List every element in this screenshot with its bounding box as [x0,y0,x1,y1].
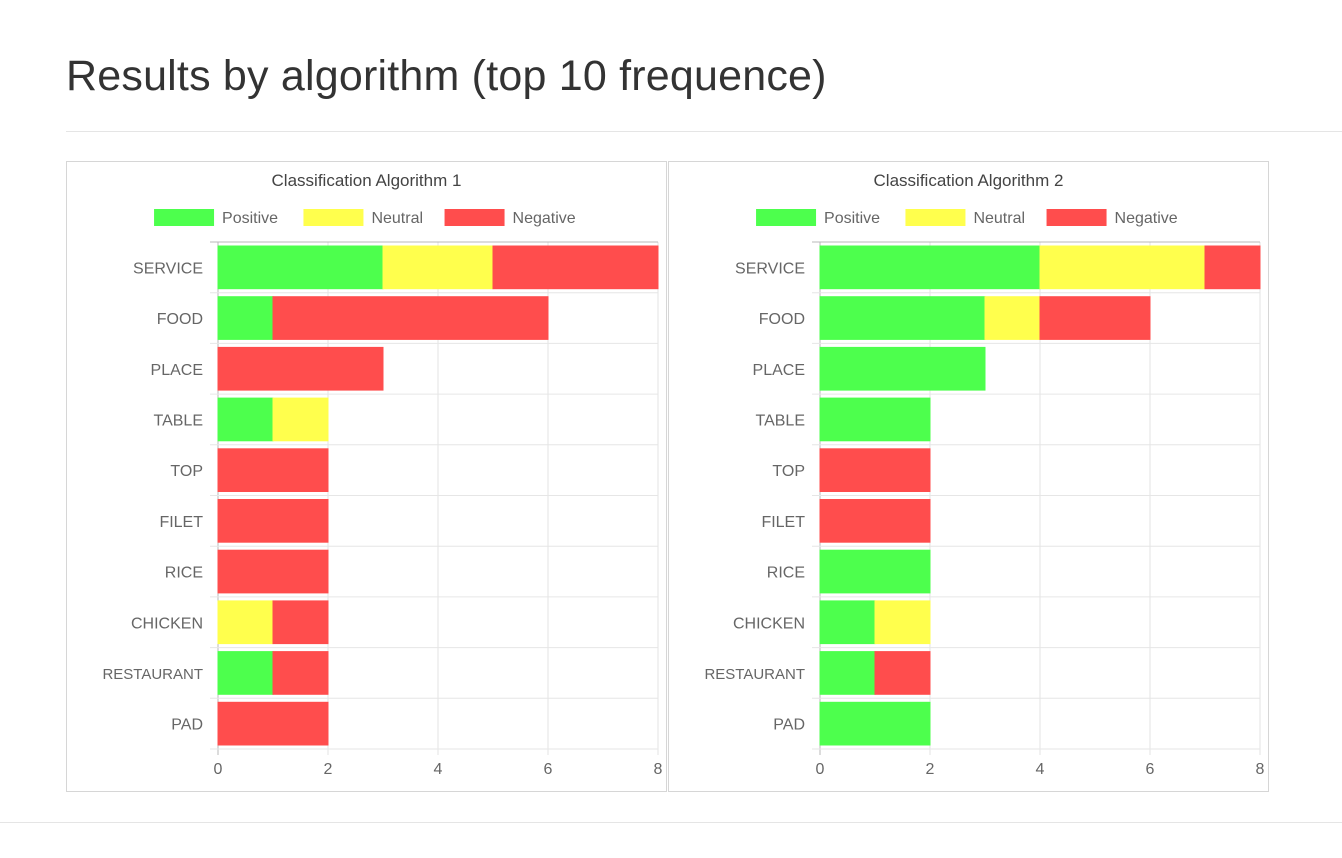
chart2-ylabel-restaurant: RESTAURANT [704,666,805,683]
chart1-bar-chicken-neutral[interactable] [217,600,274,645]
legend-swatch-positive [756,209,817,226]
legend-label-negative: Negative [1115,210,1178,227]
chart1-xtick-8: 8 [654,761,663,778]
chart1-bar-service-negative[interactable] [492,245,659,290]
chart1-title: Classification Algorithm 1 [272,171,462,190]
legend-swatch-neutral [905,209,966,226]
chart2-ylabel-food: FOOD [759,311,805,328]
chart2-ylabel-top: TOP [772,463,805,480]
chart2-bar-service-positive[interactable] [819,245,1041,290]
chart1-ylabel-rice: RICE [165,565,203,582]
chart2-bar-service-negative[interactable] [1204,245,1261,290]
chart1-bar-food-negative[interactable] [272,296,549,340]
chart1-bar-food-positive[interactable] [217,296,274,340]
legend-swatch-negative [444,209,505,226]
chart2-ylabel-service: SERVICE [735,260,805,277]
chart1-ylabel-restaurant: RESTAURANT [102,666,203,683]
chart-algorithm-1: Classification Algorithm 1 Positive Neutra… [102,171,663,778]
chart1-xtick-4: 4 [434,761,443,778]
chart1-xtick-2: 2 [324,761,333,778]
chart1-ylabel-table: TABLE [154,412,204,429]
chart2-bar-food-negative[interactable] [1039,296,1151,340]
chart2-ylabel-pad: PAD [773,717,805,734]
chart2-bar-chicken-positive[interactable] [819,600,876,645]
chart2-bar-filet-negative[interactable] [819,499,931,543]
chart2-xtick-6: 6 [1146,761,1155,778]
chart1-bar-rice-negative[interactable] [217,549,329,594]
chart1-ylabel-top: TOP [170,463,203,480]
chart2-bar-rice-positive[interactable] [819,549,931,594]
chart1-legend-negative[interactable]: Negative [444,209,576,227]
chart-algorithm-2: Classification Algorithm 2 Positive Neutra… [704,171,1265,778]
chart2-xtick-4: 4 [1036,761,1045,778]
chart1-xtick-6: 6 [544,761,553,778]
chart2-bar-restaurant-negative[interactable] [874,651,931,695]
chart1-ylabel-food: FOOD [157,311,203,328]
chart1-bar-chicken-negative[interactable] [272,600,329,645]
chart1-legend-positive[interactable]: Positive [154,209,278,227]
chart1-bar-restaurant-positive[interactable] [217,651,274,695]
chart2-bar-pad-positive[interactable] [819,701,931,746]
footer-divider [0,822,1342,823]
chart2-title: Classification Algorithm 2 [874,171,1064,190]
chart2-bar-place-positive[interactable] [819,346,986,391]
legend-swatch-neutral [303,209,364,226]
chart-panel-algorithm-1: Classification Algorithm 1 Positive Neutra… [66,161,667,792]
chart2-ylabel-table: TABLE [756,412,806,429]
legend-swatch-negative [1046,209,1107,226]
chart2-legend-negative[interactable]: Negative [1046,209,1178,227]
chart2-bar-food-positive[interactable] [819,296,986,340]
chart2-legend-neutral[interactable]: Neutral [905,209,1025,227]
chart2-bar-service-neutral[interactable] [1039,245,1206,290]
chart1-bar-restaurant-negative[interactable] [272,651,329,695]
chart-panel-algorithm-2: Classification Algorithm 2 Positive Neutra… [668,161,1269,792]
chart2-bar-restaurant-positive[interactable] [819,651,876,695]
chart2-ylabel-place: PLACE [753,362,805,379]
chart2-bar-top-negative[interactable] [819,448,931,492]
legend-label-positive: Positive [222,210,278,227]
chart1-bar-table-neutral[interactable] [272,397,329,442]
chart1-bar-service-positive[interactable] [217,245,384,290]
chart1-bar-service-neutral[interactable] [382,245,494,290]
chart1-bar-pad-negative[interactable] [217,701,329,746]
chart2-xtick-2: 2 [926,761,935,778]
chart1-legend-neutral[interactable]: Neutral [303,209,423,227]
legend-label-neutral: Neutral [371,210,423,227]
chart2-ylabel-chicken: CHICKEN [733,615,805,632]
legend-label-neutral: Neutral [973,210,1025,227]
chart1-ylabel-service: SERVICE [133,260,203,277]
page-title: Results by algorithm (top 10 frequence) [66,52,827,100]
chart2-bar-chicken-neutral[interactable] [874,600,931,645]
chart1-bar-filet-negative[interactable] [217,499,329,543]
chart1-bar-top-negative[interactable] [217,448,329,492]
chart1-bar-place-negative[interactable] [217,346,384,391]
chart1-xtick-0: 0 [214,761,223,778]
chart1-ylabel-place: PLACE [151,362,203,379]
title-divider [66,131,1342,132]
chart1-bar-table-positive[interactable] [217,397,274,442]
chart2-ylabel-filet: FILET [761,514,805,531]
chart2-legend-positive[interactable]: Positive [756,209,880,227]
legend-label-positive: Positive [824,210,880,227]
chart1-ylabel-chicken: CHICKEN [131,615,203,632]
chart2-xtick-8: 8 [1256,761,1265,778]
chart1-ylabel-pad: PAD [171,717,203,734]
chart2-xtick-0: 0 [816,761,825,778]
chart2-ylabel-rice: RICE [767,565,805,582]
chart2-bar-food-neutral[interactable] [984,296,1041,340]
chart2-bar-table-positive[interactable] [819,397,931,442]
chart1-ylabel-filet: FILET [159,514,203,531]
legend-swatch-positive [154,209,215,226]
legend-label-negative: Negative [513,210,576,227]
